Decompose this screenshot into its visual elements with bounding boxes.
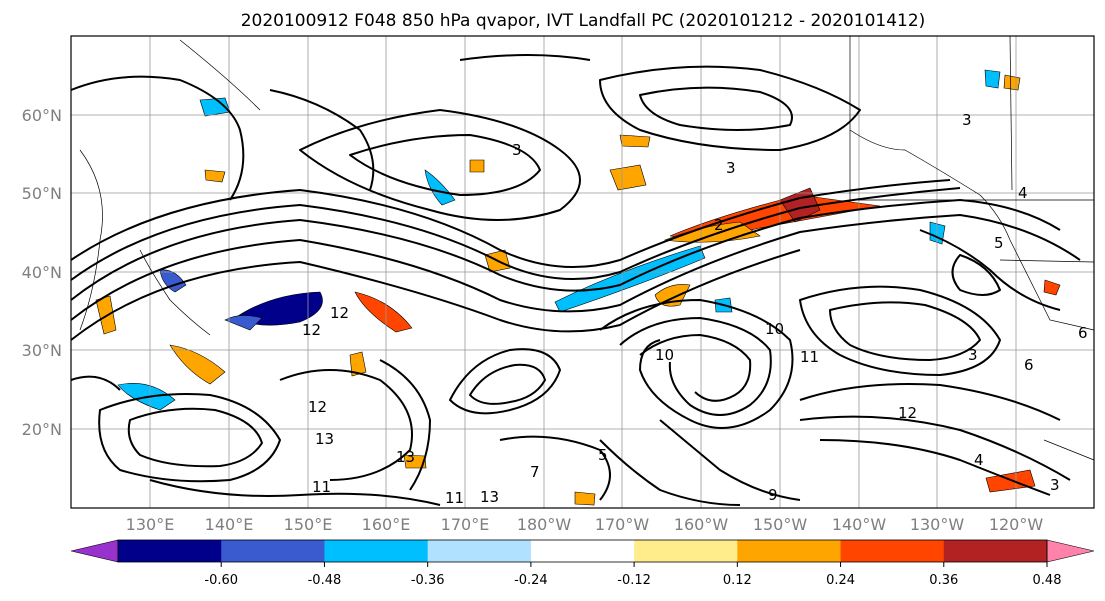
- contour-label: 3: [968, 346, 978, 364]
- colorbar-cell: [634, 540, 738, 562]
- anomaly-area: [403, 454, 427, 469]
- lon-label: 160°W: [674, 515, 729, 534]
- contour-label: 6: [1024, 356, 1034, 374]
- colorbar-tick-label: -0.48: [308, 573, 342, 588]
- lon-label: 170°W: [595, 515, 650, 534]
- lon-label: 140°W: [832, 515, 887, 534]
- contour-label: 11: [445, 489, 464, 507]
- colorbar-cell: [427, 540, 532, 562]
- colorbar-cell: [943, 540, 1048, 562]
- map-frame: [70, 35, 1095, 509]
- lon-label: 180°W: [517, 515, 572, 534]
- lat-label: 60°N: [22, 106, 62, 125]
- anomaly-area: [574, 491, 596, 506]
- anomaly-area: [469, 159, 485, 173]
- colorbar-tick-label: -0.24: [514, 573, 548, 588]
- contour-label: 4: [974, 451, 984, 469]
- map-panel: 3 3 3 3 4 5 2 12 12 12 13 13 11 11 10 10…: [70, 35, 1095, 509]
- contour-label: 3: [962, 111, 972, 129]
- colorbar-tick-label: 0.24: [826, 573, 855, 588]
- colorbar-tick-label: -0.60: [204, 573, 238, 588]
- contour-label: 12: [308, 398, 327, 416]
- colorbar-tick-label: 0.48: [1033, 573, 1062, 588]
- contour-label: 10: [655, 346, 674, 364]
- colorbar-tick-label: 0.12: [723, 573, 752, 588]
- contour-label: 10: [765, 320, 784, 338]
- anomaly-area: [1043, 279, 1061, 296]
- contour-label: 12: [898, 404, 917, 422]
- contour-label: 9: [768, 486, 778, 504]
- contour-label: 13: [480, 488, 499, 506]
- colorbar-ticks: -0.60 -0.48 -0.36 -0.24 -0.12 0.12 0.24 0.36 0.4…: [204, 562, 1062, 588]
- colorbar-cell: [737, 540, 842, 562]
- colorbar-cell: [221, 540, 325, 562]
- contour-label: 13: [315, 430, 334, 448]
- contour-label: 6: [1078, 324, 1088, 342]
- colorbar-tick-label: -0.36: [411, 573, 445, 588]
- lon-label: 150°W: [753, 515, 808, 534]
- colorbar-cell: [324, 540, 429, 562]
- contour-labels: 3 3 3 3 4 5 2 12 12 12 13 13 11 11 10 10…: [302, 111, 1088, 507]
- anomaly-area: [424, 169, 456, 206]
- lon-label: 150°E: [284, 515, 333, 534]
- lon-label: 170°E: [441, 515, 490, 534]
- contour-label: 5: [994, 234, 1004, 252]
- colorbar-extend-max: [1046, 539, 1095, 563]
- colorbar-cells: [118, 540, 1048, 562]
- lon-label: 130°W: [910, 515, 965, 534]
- lat-label: 30°N: [22, 341, 62, 360]
- contour-label: 11: [312, 478, 331, 496]
- anomaly-area: [354, 291, 413, 333]
- contour-label: 12: [302, 321, 321, 339]
- contour-label: 3: [1050, 476, 1060, 494]
- anomaly-area: [349, 351, 367, 377]
- colorbar-extend-min: [70, 539, 119, 563]
- anomaly-area: [609, 164, 647, 191]
- lat-label: 40°N: [22, 263, 62, 282]
- graticule: [71, 36, 1094, 508]
- colorbar-cell: [840, 540, 945, 562]
- contour-label: 13: [396, 448, 415, 466]
- contour-label: 12: [330, 304, 349, 322]
- contour-label: 11: [800, 348, 819, 366]
- colorbar-tick-label: -0.12: [617, 573, 651, 588]
- colorbar-tick-label: 0.36: [929, 573, 958, 588]
- colorbar-frame: [117, 539, 1048, 563]
- colorbar-cell: [118, 540, 222, 562]
- lon-label: 140°E: [205, 515, 254, 534]
- contour-label: 2: [714, 216, 724, 234]
- anomaly-area: [985, 469, 1036, 493]
- latitude-labels: 60°N 50°N 40°N 30°N 20°N: [22, 106, 62, 439]
- lat-label: 20°N: [22, 420, 62, 439]
- anomaly-area: [204, 169, 226, 183]
- colorbar-cell: [530, 540, 635, 562]
- colorbar: -0.60 -0.48 -0.36 -0.24 -0.12 0.12 0.24 0.36 0.4…: [70, 539, 1095, 588]
- lon-label: 120°W: [989, 515, 1044, 534]
- anomaly-area: [159, 269, 187, 293]
- contour-label: 5: [598, 446, 608, 464]
- anomaly-area: [984, 69, 1001, 89]
- anomaly-area: [1003, 74, 1021, 91]
- contour-label: 4: [1018, 184, 1028, 202]
- contour-label: 3: [726, 159, 736, 177]
- longitude-labels: 130°E 140°E 150°E 160°E 170°E 180°W 170°…: [126, 515, 1044, 534]
- contour-label: 7: [530, 463, 540, 481]
- lon-label: 130°E: [126, 515, 175, 534]
- contour-label: 3: [512, 141, 522, 159]
- lon-label: 160°E: [362, 515, 411, 534]
- map-title: 2020100912 F048 850 hPa qvapor, IVT Land…: [241, 11, 926, 31]
- ivt-contours: [70, 54, 1081, 506]
- anomaly-area: [619, 134, 651, 148]
- lat-label: 50°N: [22, 184, 62, 203]
